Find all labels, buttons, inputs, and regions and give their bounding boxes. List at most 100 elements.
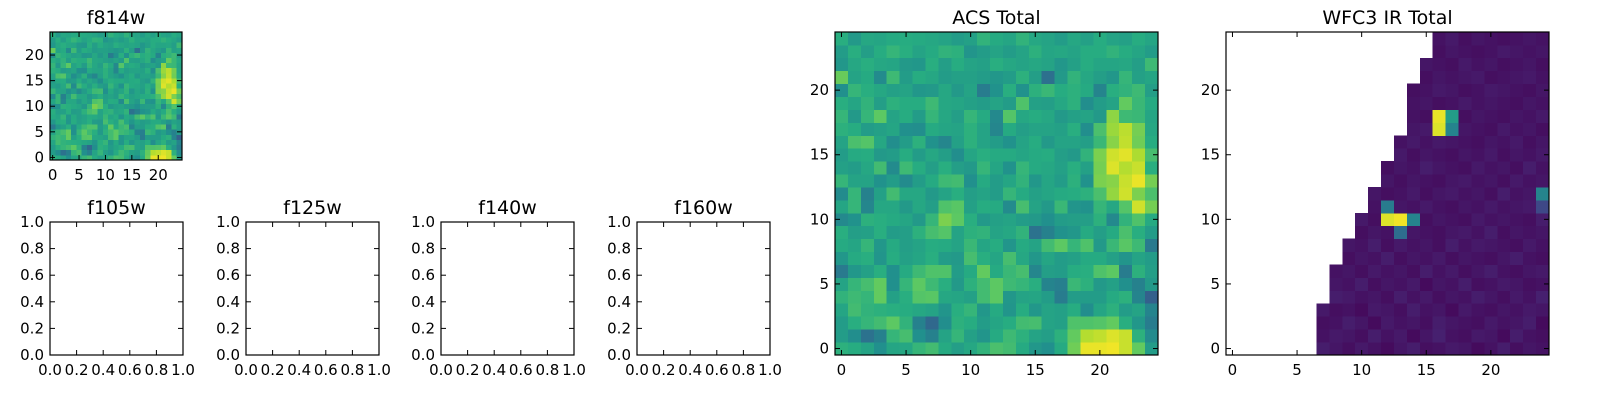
heatmap-cell xyxy=(1393,264,1408,278)
heatmap-cell xyxy=(55,139,61,146)
heatmap-cell xyxy=(938,251,952,265)
heatmap-cell xyxy=(1145,83,1159,97)
heatmap-cell xyxy=(1093,329,1107,343)
heatmap-cell xyxy=(160,78,167,84)
heatmap-cell xyxy=(1471,57,1485,72)
heatmap-cell xyxy=(1523,251,1537,265)
heatmap-cell xyxy=(166,119,172,125)
heatmap-cell xyxy=(1054,277,1068,291)
heatmap-cell xyxy=(113,78,120,84)
heatmap-cell xyxy=(1041,32,1056,46)
heatmap-cell xyxy=(108,88,114,94)
heatmap-cell xyxy=(1497,225,1511,240)
heatmap-cell xyxy=(860,238,875,253)
heatmap-cell xyxy=(1041,212,1056,227)
x-tick-label: 20 xyxy=(1481,361,1500,379)
heatmap-cell xyxy=(71,37,77,43)
heatmap-cell xyxy=(92,119,98,125)
heatmap-cell xyxy=(912,135,926,149)
heatmap-cell xyxy=(55,108,61,115)
heatmap-cell xyxy=(1406,212,1421,227)
heatmap-cell xyxy=(1002,174,1017,188)
heatmap-cell xyxy=(938,199,952,214)
heatmap-cell xyxy=(1381,187,1395,201)
heatmap-cell xyxy=(71,83,77,89)
heatmap-cell xyxy=(1093,70,1107,85)
heatmap-cell xyxy=(150,149,156,156)
heatmap-cell xyxy=(1393,329,1408,343)
heatmap-cell xyxy=(1381,277,1395,291)
heatmap-cell xyxy=(1536,122,1550,136)
heatmap-cell xyxy=(1458,135,1472,149)
heatmap-cell xyxy=(873,187,888,201)
f814w-axes-frame xyxy=(49,31,183,161)
y-tick-label: 10 xyxy=(25,97,44,115)
heatmap-cell xyxy=(1054,199,1068,214)
heatmap-cell xyxy=(139,93,146,99)
heatmap-cell xyxy=(912,199,926,214)
heatmap-cell xyxy=(171,52,178,58)
heatmap-cell xyxy=(65,98,72,105)
heatmap-cell xyxy=(1497,135,1511,149)
heatmap-cell xyxy=(108,124,114,130)
heatmap-cell xyxy=(1510,251,1524,265)
heatmap-cell xyxy=(108,42,114,48)
heatmap-cell xyxy=(60,129,67,135)
heatmap-cell xyxy=(123,108,130,115)
y-tick-label: 0 xyxy=(819,340,829,358)
heatmap-cell xyxy=(102,57,109,64)
heatmap-cell xyxy=(990,57,1004,72)
heatmap-cell xyxy=(139,52,146,58)
heatmap-cell xyxy=(835,109,849,123)
heatmap-cell xyxy=(1002,148,1017,162)
heatmap-cell xyxy=(1028,329,1043,343)
heatmap-cell xyxy=(108,93,114,99)
heatmap-cell xyxy=(1041,70,1056,85)
heatmap-cell xyxy=(1145,225,1159,240)
heatmap-cell xyxy=(1484,303,1498,317)
y-tick-label: 0.2 xyxy=(216,319,240,337)
x-tick-label: 1.0 xyxy=(171,361,195,379)
heatmap-cell xyxy=(1080,225,1094,240)
heatmap-cell xyxy=(1106,174,1120,188)
heatmap-cell xyxy=(1002,57,1017,72)
heatmap-cell xyxy=(1028,199,1043,214)
heatmap-cell xyxy=(1432,251,1447,265)
heatmap-cell xyxy=(1002,44,1017,59)
f160w-axes-frame xyxy=(636,221,771,356)
heatmap-cell xyxy=(81,32,88,38)
heatmap-cell xyxy=(925,122,939,136)
heatmap-cell xyxy=(1015,135,1030,149)
heatmap-cell xyxy=(847,277,862,291)
heatmap-cell xyxy=(886,122,900,136)
heatmap-cell xyxy=(86,119,93,125)
x-tick-label: 20 xyxy=(1090,361,1109,379)
heatmap-cell xyxy=(1316,303,1330,317)
heatmap-cell xyxy=(1342,277,1356,291)
heatmap-cell xyxy=(990,32,1004,46)
heatmap-cell xyxy=(899,122,913,136)
heatmap-cell xyxy=(108,37,114,43)
heatmap-cell xyxy=(1054,174,1068,188)
heatmap-cell xyxy=(1471,148,1485,162)
heatmap-cell xyxy=(938,187,952,201)
heatmap-cell xyxy=(92,78,98,84)
heatmap-cell xyxy=(1432,329,1447,343)
heatmap-cell xyxy=(145,124,151,130)
heatmap-cell xyxy=(81,62,88,69)
heatmap-cell xyxy=(964,135,978,149)
heatmap-cell xyxy=(1536,277,1550,291)
heatmap-cell xyxy=(951,70,965,85)
heatmap-cell xyxy=(1145,96,1159,110)
heatmap-cell xyxy=(97,144,104,151)
heatmap-cell xyxy=(92,144,98,151)
heatmap-cell xyxy=(1329,277,1343,291)
heatmap-cell xyxy=(964,174,978,188)
heatmap-cell xyxy=(171,62,178,69)
heatmap-cell xyxy=(1054,44,1068,59)
heatmap-cell xyxy=(835,70,849,85)
heatmap-cell xyxy=(990,290,1004,304)
heatmap-cell xyxy=(951,148,965,162)
heatmap-cell xyxy=(60,103,67,110)
